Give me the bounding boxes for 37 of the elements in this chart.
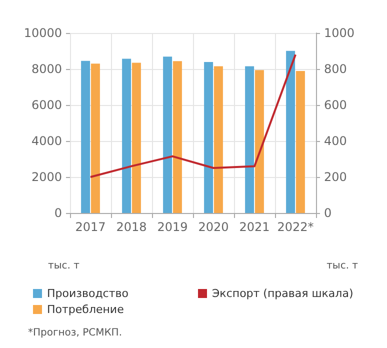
y-axis-title: тыс. т (48, 260, 80, 272)
x-tick-label: 2017 (75, 220, 106, 234)
line-series (90, 54, 296, 178)
bar (172, 61, 182, 213)
y-tick-label: 8000 (31, 62, 62, 76)
legend-label: Экспорт (правая шкала) (212, 287, 354, 300)
bar (214, 66, 223, 213)
bar (245, 66, 254, 213)
x-tick-label: 2019 (157, 220, 188, 234)
x-tick-label: 2020 (198, 220, 229, 234)
bar (254, 70, 264, 213)
y2-tick-label: 400 (324, 134, 347, 148)
bar (286, 50, 296, 213)
y-tick-label: 10000 (24, 26, 62, 40)
x-tick-label: 2021 (239, 220, 270, 234)
bar (163, 56, 172, 213)
y2-tick-label: 600 (324, 98, 347, 112)
bar (122, 58, 132, 213)
y-tick-label: 0 (54, 206, 62, 220)
legend-label: Потребление (47, 303, 124, 316)
x-tick-label: 2018 (116, 220, 147, 234)
x-tick-label: 2022* (277, 220, 314, 234)
y-tick-label: 2000 (31, 170, 62, 184)
y2-tick-label: 200 (324, 170, 347, 184)
bar (81, 60, 90, 213)
bar (90, 64, 100, 213)
y2-tick-label: 800 (324, 62, 347, 76)
bar (296, 70, 305, 213)
y-tick-label: 4000 (31, 134, 62, 148)
y2-tick-label: 1000 (324, 26, 355, 40)
bar (204, 62, 214, 213)
text: *Прогноз, РСМКП. (28, 328, 122, 338)
y-tick-label: 6000 (31, 98, 62, 112)
y2-tick-label: 0 (324, 206, 332, 220)
bar (132, 62, 141, 213)
legend-label: Производство (47, 287, 129, 300)
y2-axis-title: тыс. т (326, 260, 358, 272)
